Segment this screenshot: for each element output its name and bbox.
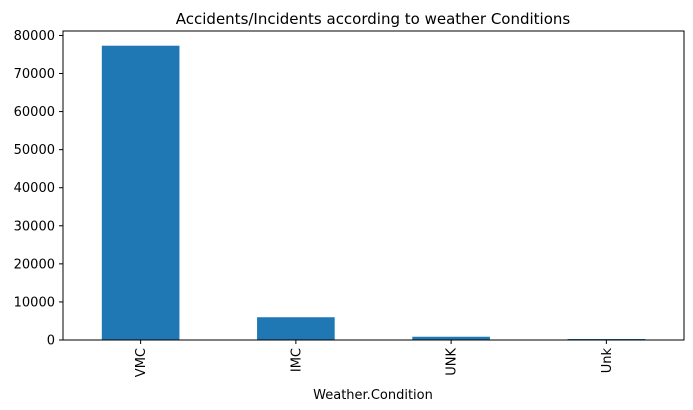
y-tick-label: 10000 (14, 295, 55, 310)
x-tick-label: IMC (289, 348, 304, 372)
bar-unk-2 (412, 336, 490, 340)
y-tick-label: 20000 (14, 257, 55, 272)
bar-imc-1 (257, 317, 335, 340)
y-tick-label: 30000 (14, 219, 55, 234)
y-tick-label: 80000 (14, 29, 55, 44)
x-tick-label: UNK (445, 348, 460, 376)
y-tick-label: 60000 (14, 105, 55, 120)
y-axis: 0 10000 20000 30000 40000 50000 60000 70000 8000… (14, 29, 63, 349)
x-axis: VMC IMC UNK Unk (134, 340, 615, 377)
y-tick-label: 50000 (14, 143, 55, 158)
x-axis-label: Weather.Condition (313, 388, 433, 403)
bars-group (101, 45, 646, 341)
plot-frame (62, 30, 685, 341)
bar-vmc-0 (101, 45, 180, 341)
y-tick-label: 70000 (14, 67, 55, 82)
x-tick-label: Unk (600, 348, 615, 374)
y-tick-label: 40000 (14, 181, 55, 196)
x-tick-label: VMC (134, 348, 149, 377)
y-tick-label: 0 (47, 334, 55, 349)
chart-title: Accidents/Incidents according to weather… (176, 10, 571, 28)
